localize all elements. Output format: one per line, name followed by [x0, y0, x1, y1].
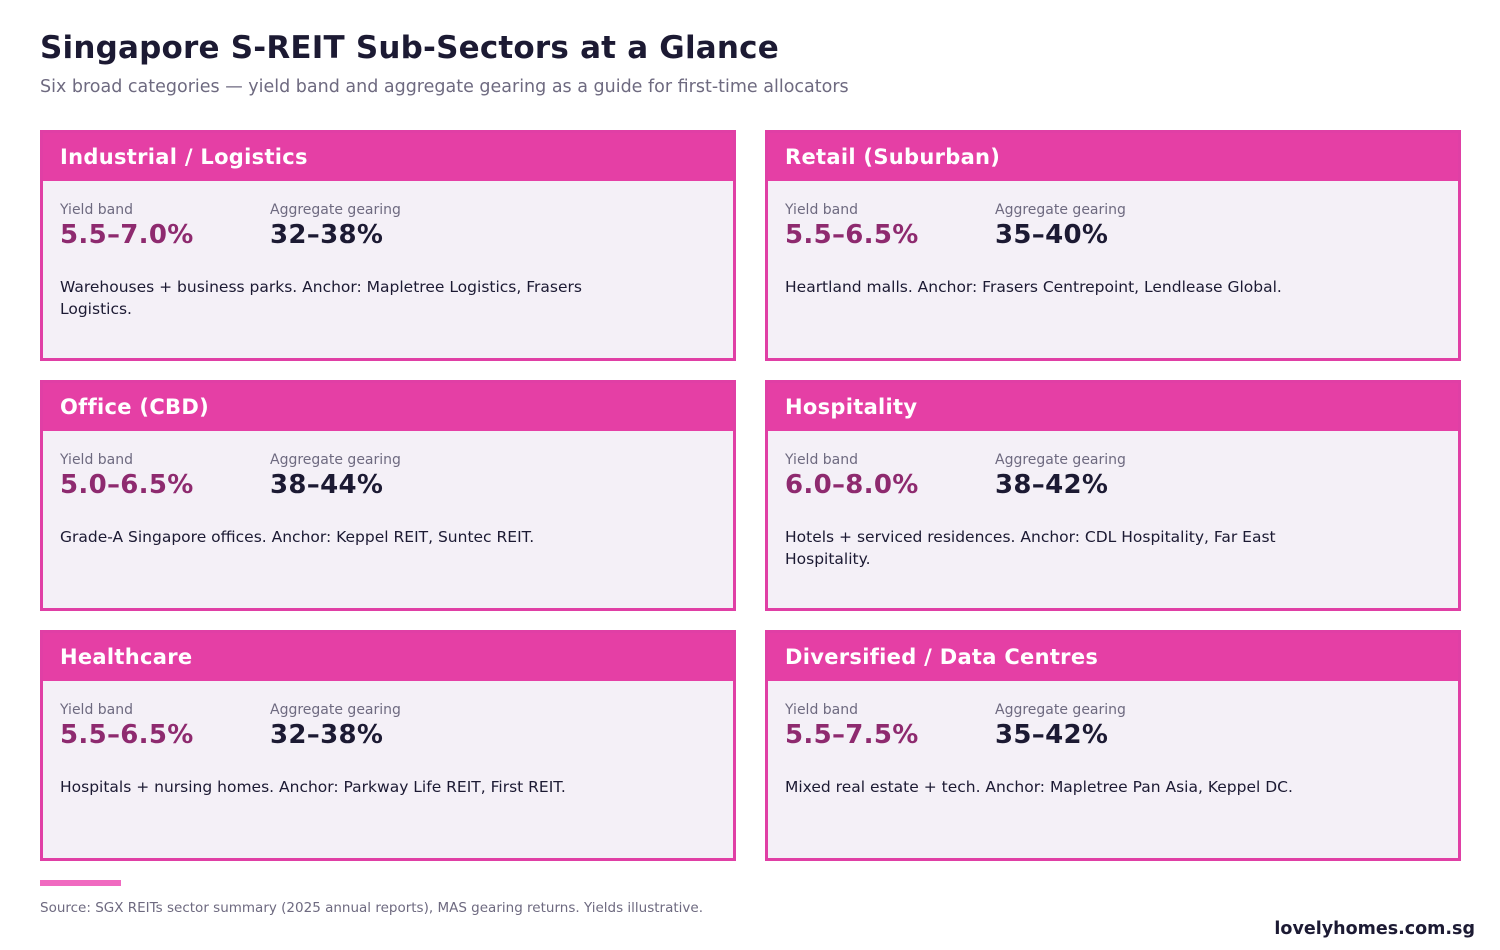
yield-metric: Yield band 5.5–7.5% — [785, 702, 919, 750]
sector-description: Grade-A Singapore offices. Anchor: Keppe… — [60, 528, 535, 546]
sector-card-healthcare: Healthcare Yield band 5.5–6.5% Aggregate… — [40, 630, 736, 861]
yield-metric: Yield band 5.5–6.5% — [60, 702, 194, 750]
yield-label: Yield band — [60, 202, 134, 218]
sector-name: Retail (Suburban) — [768, 133, 1458, 181]
yield-label: Yield band — [785, 452, 859, 468]
gearing-value: 38–42% — [995, 470, 1109, 500]
yield-label: Yield band — [785, 202, 859, 218]
yield-value: 6.0–8.0% — [785, 470, 919, 500]
gearing-value: 32–38% — [270, 220, 384, 250]
sector-name: Office (CBD) — [43, 383, 733, 431]
source-note: Source: SGX REITs sector summary (2025 a… — [40, 900, 703, 916]
gearing-label: Aggregate gearing — [270, 702, 401, 718]
yield-metric: Yield band 6.0–8.0% — [785, 452, 919, 500]
gearing-label: Aggregate gearing — [995, 702, 1126, 718]
sector-description: Mixed real estate + tech. Anchor: Maplet… — [785, 778, 1293, 796]
gearing-label: Aggregate gearing — [270, 452, 401, 468]
brand-label: lovelyhomes.com.sg — [1274, 919, 1475, 939]
sector-description: Warehouses + business parks. Anchor: Map… — [60, 278, 582, 318]
yield-label: Yield band — [60, 452, 134, 468]
gearing-value: 35–40% — [995, 220, 1109, 250]
gearing-label: Aggregate gearing — [995, 452, 1126, 468]
sector-card-diversified: Diversified / Data Centres Yield band 5.… — [765, 630, 1461, 861]
gearing-value: 32–38% — [270, 720, 384, 750]
sector-description: Heartland malls. Anchor: Frasers Centrep… — [785, 278, 1282, 296]
gearing-metric: Aggregate gearing 38–44% — [270, 452, 401, 500]
gearing-value: 38–44% — [270, 470, 384, 500]
sector-description: Hotels + serviced residences. Anchor: CD… — [785, 528, 1276, 568]
gearing-metric: Aggregate gearing 38–42% — [995, 452, 1126, 500]
yield-value: 5.5–6.5% — [785, 220, 919, 250]
gearing-metric: Aggregate gearing 32–38% — [270, 702, 401, 750]
gearing-label: Aggregate gearing — [270, 202, 401, 218]
gearing-metric: Aggregate gearing 32–38% — [270, 202, 401, 250]
gearing-value: 35–42% — [995, 720, 1109, 750]
gearing-label: Aggregate gearing — [995, 202, 1126, 218]
gearing-metric: Aggregate gearing 35–42% — [995, 702, 1126, 750]
sector-name: Industrial / Logistics — [43, 133, 733, 181]
yield-metric: Yield band 5.0–6.5% — [60, 452, 194, 500]
gearing-metric: Aggregate gearing 35–40% — [995, 202, 1126, 250]
footer-accent-bar — [40, 880, 121, 886]
page-title: Singapore S-REIT Sub-Sectors at a Glance — [40, 30, 779, 66]
sector-card-hospitality: Hospitality Yield band 6.0–8.0% Aggregat… — [765, 380, 1461, 611]
sector-name: Healthcare — [43, 633, 733, 681]
sector-name: Hospitality — [768, 383, 1458, 431]
sector-description: Hospitals + nursing homes. Anchor: Parkw… — [60, 778, 566, 796]
yield-label: Yield band — [785, 702, 859, 718]
yield-value: 5.5–6.5% — [60, 720, 194, 750]
yield-metric: Yield band 5.5–7.0% — [60, 202, 194, 250]
sector-card-office: Office (CBD) Yield band 5.0–6.5% Aggrega… — [40, 380, 736, 611]
sector-card-retail: Retail (Suburban) Yield band 5.5–6.5% Ag… — [765, 130, 1461, 361]
page-subtitle: Six broad categories — yield band and ag… — [40, 77, 849, 97]
yield-metric: Yield band 5.5–6.5% — [785, 202, 919, 250]
sector-card-industrial: Industrial / Logistics Yield band 5.5–7.… — [40, 130, 736, 361]
sector-name: Diversified / Data Centres — [768, 633, 1458, 681]
yield-value: 5.5–7.0% — [60, 220, 194, 250]
yield-label: Yield band — [60, 702, 134, 718]
yield-value: 5.5–7.5% — [785, 720, 919, 750]
yield-value: 5.0–6.5% — [60, 470, 194, 500]
